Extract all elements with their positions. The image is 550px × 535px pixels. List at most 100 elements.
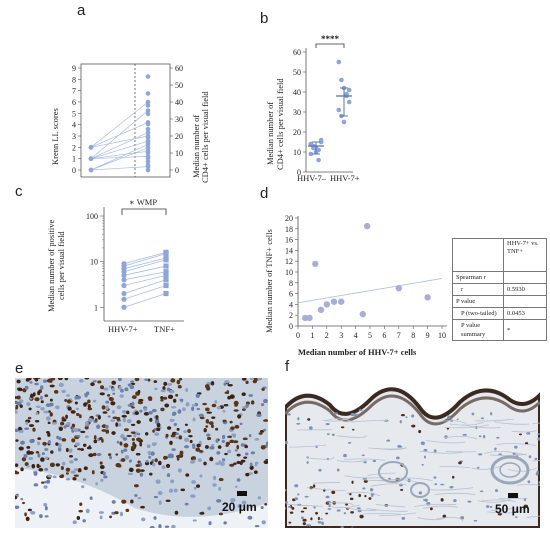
panel-c-y-title-1: Median number of positive [46, 219, 56, 312]
e-cell [208, 421, 214, 426]
e-cell [117, 378, 122, 382]
e-cell [143, 406, 148, 409]
e-cell [130, 423, 136, 427]
c-left-point [121, 269, 127, 275]
f-cell [475, 425, 478, 430]
e-cell [154, 387, 158, 391]
c-right-point [163, 282, 169, 289]
c-pair-line [123, 274, 167, 286]
e-cell [58, 443, 62, 448]
f-cell [349, 497, 354, 501]
f-cell [294, 484, 299, 488]
e-cell [236, 478, 241, 482]
e-cell [44, 480, 48, 484]
f-cell [300, 516, 304, 520]
e-cell [162, 386, 166, 391]
e-cell [242, 437, 248, 441]
e-cell [58, 382, 64, 387]
e-cell [241, 392, 246, 396]
f-cell [285, 489, 287, 492]
c-left-point [121, 304, 127, 310]
e-cell [247, 515, 253, 520]
f-fiber [443, 436, 478, 440]
e-cell [154, 432, 160, 436]
f-fiber [346, 491, 381, 497]
f-cell [494, 447, 497, 451]
e-cell [34, 378, 39, 382]
e-cell [254, 437, 260, 441]
panel-b-y-title-2: CD4+ cells per visual field [275, 78, 285, 170]
f-cell [473, 519, 478, 522]
f-cell [401, 516, 406, 520]
f-cell [423, 448, 428, 452]
e-cell [224, 452, 228, 456]
e-cell [85, 508, 90, 514]
stats-label: Spearman r [452, 271, 504, 284]
e-cell [108, 455, 113, 460]
e-cell [219, 461, 225, 466]
e-cell [101, 429, 107, 432]
e-cell [100, 385, 105, 390]
e-cell [65, 467, 71, 472]
b-tick-label: 0 [297, 168, 301, 177]
f-fiber [423, 505, 458, 509]
e-cell [127, 472, 133, 476]
e-cell [43, 503, 48, 507]
e-cell [58, 426, 63, 431]
panel-c-sig-bracket [121, 208, 167, 215]
e-cell [195, 393, 200, 398]
f-fiber [439, 465, 470, 468]
f-cell [537, 437, 540, 441]
c-pair-line [123, 253, 167, 267]
e-cell [164, 525, 170, 528]
e-cell [152, 429, 155, 433]
a-right-point [145, 150, 151, 156]
e-cell [18, 430, 24, 434]
e-cell [15, 471, 20, 475]
b-tick-label: 50 [293, 68, 301, 77]
e-cell [213, 475, 217, 481]
d-point [395, 285, 402, 292]
e-cell [177, 468, 182, 473]
e-cell [97, 415, 101, 420]
f-cell [358, 409, 363, 412]
f-cell [434, 483, 438, 486]
e-cell [185, 388, 189, 393]
e-cell [88, 445, 91, 450]
f-cell [490, 412, 493, 416]
panel-label-c: c [15, 183, 23, 200]
e-cell [203, 428, 207, 433]
e-cell [128, 459, 132, 463]
e-cell [111, 410, 115, 414]
e-cell [254, 461, 259, 465]
stats-row: r 0.5930 [452, 283, 547, 296]
f-fiber [484, 451, 528, 456]
e-cell [34, 419, 40, 423]
f-cell [372, 459, 377, 463]
stats-value: 0.0453 [503, 307, 547, 320]
f-cell [331, 433, 335, 437]
e-cell [163, 381, 168, 386]
f-fiber [471, 465, 503, 470]
a-pair-line [90, 166, 149, 171]
b-tick-label: 30 [293, 108, 301, 117]
e-cell [249, 465, 254, 471]
f-fiber [344, 458, 385, 461]
e-cell [50, 450, 54, 454]
f-fiber [437, 420, 467, 424]
e-cell [170, 434, 176, 438]
e-cell [24, 512, 27, 517]
f-fiber [428, 487, 473, 491]
e-cell [170, 418, 175, 422]
b-tick-label: 20 [293, 128, 301, 137]
a-pair-line [90, 110, 149, 159]
f-fiber [496, 443, 537, 446]
e-cell [120, 434, 125, 439]
e-cell [116, 405, 122, 410]
f-fiber [507, 467, 538, 472]
f-cell [296, 422, 301, 425]
e-cell [65, 414, 68, 419]
e-cell [216, 451, 221, 455]
e-cell [154, 458, 158, 463]
f-fiber [359, 513, 401, 515]
